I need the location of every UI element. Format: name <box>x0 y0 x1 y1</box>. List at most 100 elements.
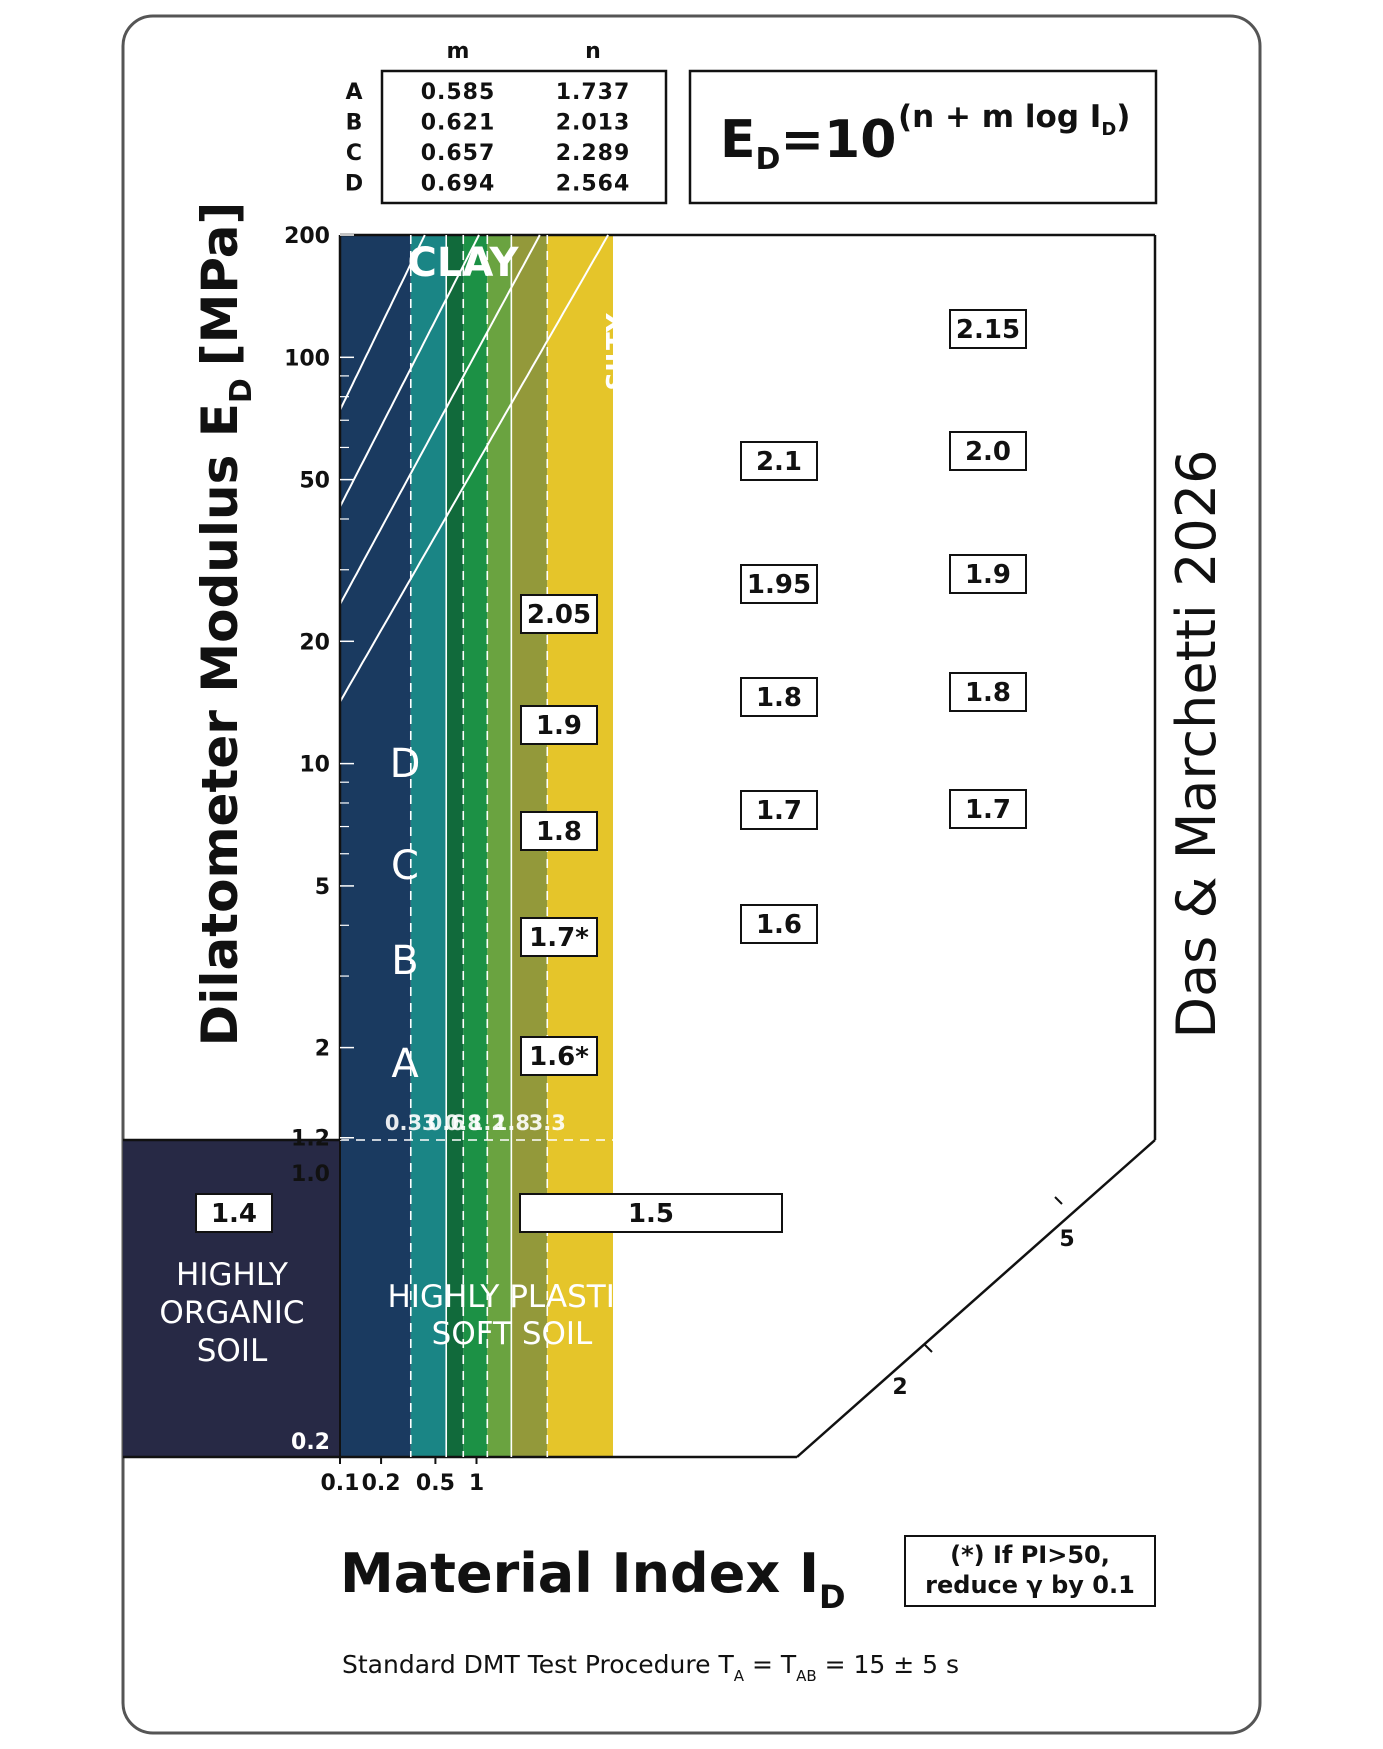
y-tick-label: 10 <box>299 753 330 778</box>
coef-table-box <box>380 69 668 205</box>
y-axis-title-unit: [MPa] <box>191 202 249 367</box>
unit-weight-silt: 1.8 <box>756 683 802 713</box>
zone-band <box>340 235 411 1457</box>
diagonal-label-5: 5 <box>1059 1227 1074 1252</box>
modulus-line-d <box>339 234 426 411</box>
footer-eq-1: = T <box>744 1650 797 1679</box>
footer-prefix: Standard DMT Test Procedure T <box>342 1650 734 1679</box>
formula-text: ED=10 <box>720 110 896 177</box>
coef-row-n: 1.737 <box>556 80 631 105</box>
formula-exp-a: (n + m log I <box>898 99 1101 135</box>
coef-row-label: B <box>346 111 363 136</box>
y-axis-title-main: Dilatometer Modulus E <box>191 403 249 1046</box>
unit-weight-silt: 1.7 <box>756 796 802 826</box>
y-axis-title: Dilatometer Modulus ED [MPa] <box>191 202 259 1047</box>
boundary-label: 0.8 <box>445 1111 482 1135</box>
modulus-line-a <box>339 234 609 703</box>
coef-row-n: 2.289 <box>556 141 631 166</box>
formula-mid: =10 <box>780 110 896 170</box>
x-tick-label: 0.5 <box>416 1471 455 1496</box>
curve-label-a: A <box>391 1041 419 1087</box>
organic-text-line: ORGANIC <box>159 1295 304 1331</box>
unit-weight-clay-box <box>520 811 598 851</box>
y-tick-label: 2 <box>315 1037 330 1062</box>
coef-row-m: 0.694 <box>421 172 496 197</box>
boundary-label: 1.2 <box>469 1111 506 1135</box>
unit-weight-organic: 1.4 <box>211 1199 257 1229</box>
formula-box: ED=10 (n + m log ID) <box>688 69 1158 205</box>
organic-text-line: HIGHLY <box>176 1257 288 1293</box>
formula-lhs: E <box>720 110 756 170</box>
y-tick-label: 200 <box>284 224 330 249</box>
diagonal-tick <box>924 1344 933 1353</box>
zone-band <box>463 235 488 1457</box>
unit-weight-clay: 1.8 <box>536 817 582 847</box>
x-tick-label: 1 <box>469 1471 484 1496</box>
coef-row-n: 2.013 <box>556 111 631 136</box>
modulus-lines: A B C D <box>339 234 609 1087</box>
curve-label-c: C <box>391 843 419 889</box>
unit-weight-silt-box <box>740 790 818 830</box>
unit-weight-plastic-box <box>519 1193 783 1233</box>
unit-weight-sand: 1.9 <box>965 560 1011 590</box>
unit-weight-sand-box <box>949 431 1027 471</box>
zone-header-clay: CLAY <box>408 240 520 286</box>
unit-weight-clay-box <box>520 1036 598 1076</box>
unit-weight-silt: 1.95 <box>747 570 811 600</box>
x-axis-title-sub: D <box>819 1578 846 1616</box>
unit-weight-sand: 2.15 <box>956 315 1020 345</box>
unit-weight-sand: 1.7 <box>965 795 1011 825</box>
unit-weight-sand-box <box>949 672 1027 712</box>
note-line-1: (*) If PI>50, <box>950 1541 1110 1569</box>
zone-header-silt: SILT <box>718 240 809 286</box>
coef-row-m: 0.657 <box>421 141 496 166</box>
zone-band <box>487 235 512 1457</box>
note-line-2: reduce γ by 0.1 <box>925 1571 1135 1599</box>
coef-rows: A 0.585 1.737 B 0.621 2.013 C 0.657 2.289 D 0.694 2… <box>345 80 631 197</box>
unit-weight-sand-box <box>949 789 1027 829</box>
unit-weight-clay-box <box>520 594 598 634</box>
unit-weight-sand-box <box>949 309 1027 349</box>
coef-row-n: 2.564 <box>556 172 631 197</box>
y-tick-label: 5 <box>315 875 330 900</box>
coefficient-table: m n A 0.585 1.737 B 0.621 2.013 C 0.657 2.289 D 0.… <box>345 39 668 205</box>
unit-weight-sand: 1.8 <box>965 678 1011 708</box>
formula-lhs-sub: D <box>756 142 781 177</box>
diagonal-tick <box>1054 1196 1063 1205</box>
footer-eq-2: = 15 ± 5 s <box>817 1650 959 1679</box>
y-axis-title-sub: D <box>224 378 259 403</box>
curve-label-d: D <box>390 741 421 787</box>
modulus-line-c <box>339 234 480 508</box>
note-border <box>904 1535 1156 1607</box>
organic-text-line: SOIL <box>197 1333 268 1369</box>
note-box: (*) If PI>50, reduce γ by 0.1 <box>904 1535 1156 1607</box>
y-tick-label: 100 <box>284 346 330 371</box>
zone-header-sand: SAND <box>1004 240 1130 286</box>
unit-weight-silt-box <box>740 904 818 944</box>
unit-weight-clay-box <box>520 705 598 745</box>
side-credit: Das & Marchetti 2026 <box>1165 449 1228 1038</box>
footer-sub-ab: AB <box>796 1667 817 1685</box>
y-label-1-0: 1.0 <box>291 1162 330 1187</box>
formula-exp-b: ) <box>1116 99 1130 135</box>
boundary-label: 3.3 <box>529 1111 566 1135</box>
coef-row-label: A <box>345 80 362 105</box>
plastic-text-line: SOFT SOIL <box>432 1316 593 1352</box>
unit-weight-clay: 1.9 <box>536 711 582 741</box>
diagonal-label-2: 2 <box>892 1375 907 1400</box>
x-axis-title: Material Index ID <box>340 1542 846 1616</box>
coef-row-m: 0.585 <box>421 80 496 105</box>
modulus-line-b <box>339 234 541 605</box>
y-tick-label: 20 <box>299 630 330 655</box>
coef-header-m: m <box>447 39 470 64</box>
unit-weight-silt-box <box>740 677 818 717</box>
curve-label-b: B <box>391 938 418 984</box>
unit-weight-sand: 2.0 <box>965 437 1011 467</box>
unit-weight-sand-box <box>949 554 1027 594</box>
footer-sub-a: A <box>734 1667 745 1685</box>
x-tick-label: 0.2 <box>362 1471 401 1496</box>
unit-weight-silt-box <box>740 441 818 481</box>
formula-exponent: (n + m log ID) <box>898 99 1130 140</box>
